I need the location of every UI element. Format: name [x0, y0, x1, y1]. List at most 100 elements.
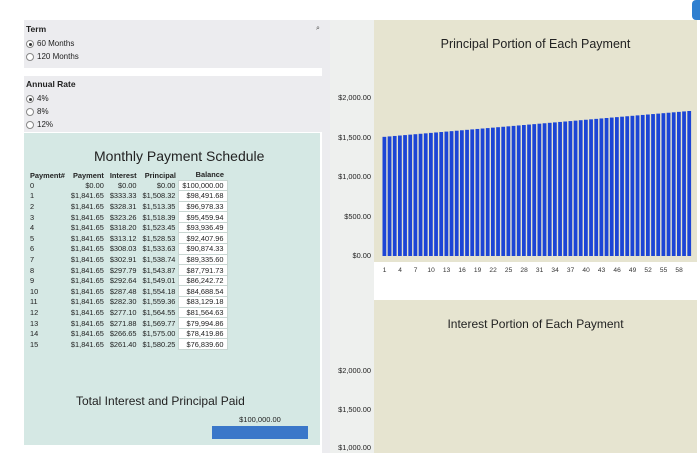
y-tick-label: $2,000.00	[338, 93, 371, 102]
table-cell: $292.64	[109, 276, 137, 286]
principal-bar	[413, 134, 418, 256]
table-cell: $1,841.65	[70, 297, 104, 307]
y-tick-label: $1,000.00	[338, 443, 371, 452]
principal-bar	[387, 136, 392, 256]
principal-bar	[496, 127, 500, 256]
x-tick-label: 10	[427, 267, 435, 274]
table-cell: $308.03	[109, 244, 137, 254]
table-cell: $1,841.65	[70, 265, 104, 275]
rate-option-label: 8%	[37, 107, 49, 116]
rate-option[interactable]: 8%	[26, 105, 322, 118]
table-cell: $328.31	[109, 201, 137, 211]
chart-divider	[322, 20, 332, 453]
principal-bar	[465, 129, 469, 256]
x-tick-label: 52	[644, 267, 652, 274]
x-tick-label: 25	[505, 267, 513, 274]
x-tick-label: 46	[613, 267, 621, 274]
table-cell: $79,994.86	[178, 317, 228, 329]
interest-chart: Interest Portion of Each Payment	[374, 300, 697, 453]
column-header: Payment	[73, 170, 104, 180]
table-cell: $1,528.53	[142, 233, 176, 243]
principal-bar	[656, 113, 661, 256]
table-cell: $1,841.65	[70, 286, 104, 296]
table-cell: $1,569.77	[142, 318, 176, 328]
rate-option[interactable]: 12%	[26, 118, 322, 131]
principal-bar	[408, 134, 413, 256]
term-option[interactable]: 60 Months	[26, 37, 322, 50]
table-cell: $1,554.18	[142, 286, 176, 296]
x-tick-label: 43	[598, 267, 606, 274]
principal-bar	[527, 124, 531, 256]
principal-bar	[542, 123, 547, 256]
principal-bar	[687, 110, 692, 256]
edge-tab[interactable]	[692, 0, 700, 20]
x-tick-label: 13	[443, 267, 451, 274]
principal-bar	[537, 123, 542, 257]
table-cell: $1,533.63	[142, 244, 176, 254]
table-cell: $0.00	[156, 180, 176, 190]
principal-bar	[429, 132, 433, 256]
principal-bar	[403, 135, 407, 256]
table-cell: 8	[30, 265, 35, 275]
table-cell: $1,564.55	[142, 307, 176, 317]
term-radio[interactable]	[26, 52, 34, 61]
table-row: 11 $1,841.65 $282.30 $1,559.36 $83,129.18	[27, 296, 228, 308]
rate-option-label: 12%	[37, 120, 54, 129]
term-radio[interactable]	[26, 39, 34, 48]
term-label: Term	[26, 24, 47, 34]
principal-bar	[480, 128, 485, 256]
table-cell: 4	[30, 223, 35, 233]
table-cell: $313.12	[109, 233, 137, 243]
principal-bar	[625, 116, 630, 256]
dropdown-arrow-icon[interactable]: ⌕ ▾	[316, 25, 325, 32]
table-row: 6 $1,841.65 $308.03 $1,533.63 $90,874.33	[27, 243, 228, 255]
principal-bar	[532, 124, 537, 256]
table-cell: 7	[30, 254, 35, 264]
x-tick-label: 19	[474, 267, 482, 274]
schedule-table: Payment# Payment Interest Principal Balance …	[27, 170, 228, 350]
table-cell: $86,242.72	[178, 274, 228, 287]
table-cell: $87,791.73	[178, 264, 228, 276]
x-axis-strip: 1 4 7 10 13 16 19 22 25 28 31 34 37 40 43 46 49 52 55 58	[374, 262, 697, 276]
table-cell: $76,839.60	[178, 338, 228, 350]
x-tick-label: 1	[383, 267, 387, 274]
principal-bar	[470, 129, 475, 256]
table-row: 4 $1,841.65 $318.20 $1,523.45 $93,936.49	[27, 221, 228, 234]
rate-radio[interactable]	[26, 107, 34, 116]
principal-bar	[522, 125, 526, 256]
table-cell: 6	[30, 244, 35, 254]
principal-bar	[568, 121, 573, 256]
table-row: 8 $1,841.65 $297.79 $1,543.87 $87,791.73	[27, 264, 228, 276]
principal-bar	[651, 114, 655, 256]
principal-bar	[439, 132, 444, 256]
table-row: 14 $1,841.65 $266.65 $1,575.00 $78,419.86	[27, 327, 228, 340]
totals-value: $100,000.00	[212, 415, 308, 426]
principal-bar	[640, 114, 645, 257]
interest-chart-title: Interest Portion of Each Payment	[447, 317, 624, 331]
column-header: Payment#	[30, 170, 65, 180]
table-cell: $261.40	[109, 339, 137, 349]
principal-bar	[454, 130, 459, 256]
schedule-panel: Monthly Payment Schedule Payment# Payment…	[24, 133, 320, 445]
table-cell: $1,841.65	[70, 201, 104, 211]
table-row: 0 $0.00 $0.00 $0.00 $100,000.00	[27, 179, 228, 192]
principal-bar	[682, 111, 686, 256]
term-option[interactable]: 120 Months	[26, 50, 322, 63]
x-tick-label: 31	[536, 267, 544, 274]
principal-bar	[630, 115, 635, 256]
principal-bar	[491, 127, 495, 256]
table-cell: 2	[30, 201, 35, 211]
principal-bar	[666, 112, 671, 257]
y-tick-label: $0.00	[352, 251, 372, 260]
rate-radio[interactable]	[26, 120, 34, 129]
table-cell: $297.79	[109, 265, 137, 275]
y-axis-labels: $0.00 $500.00 $1,000.00 $1,500.00 $2,000.00 $…	[330, 20, 374, 453]
rate-radio[interactable]	[26, 94, 34, 103]
principal-bar	[434, 132, 438, 256]
principal-bar	[661, 113, 666, 256]
table-cell: $1,841.65	[70, 212, 104, 222]
table-cell: $266.65	[109, 329, 137, 339]
principal-bar	[392, 135, 397, 256]
rate-option[interactable]: 4%	[26, 92, 322, 105]
table-cell: 10	[30, 286, 39, 296]
